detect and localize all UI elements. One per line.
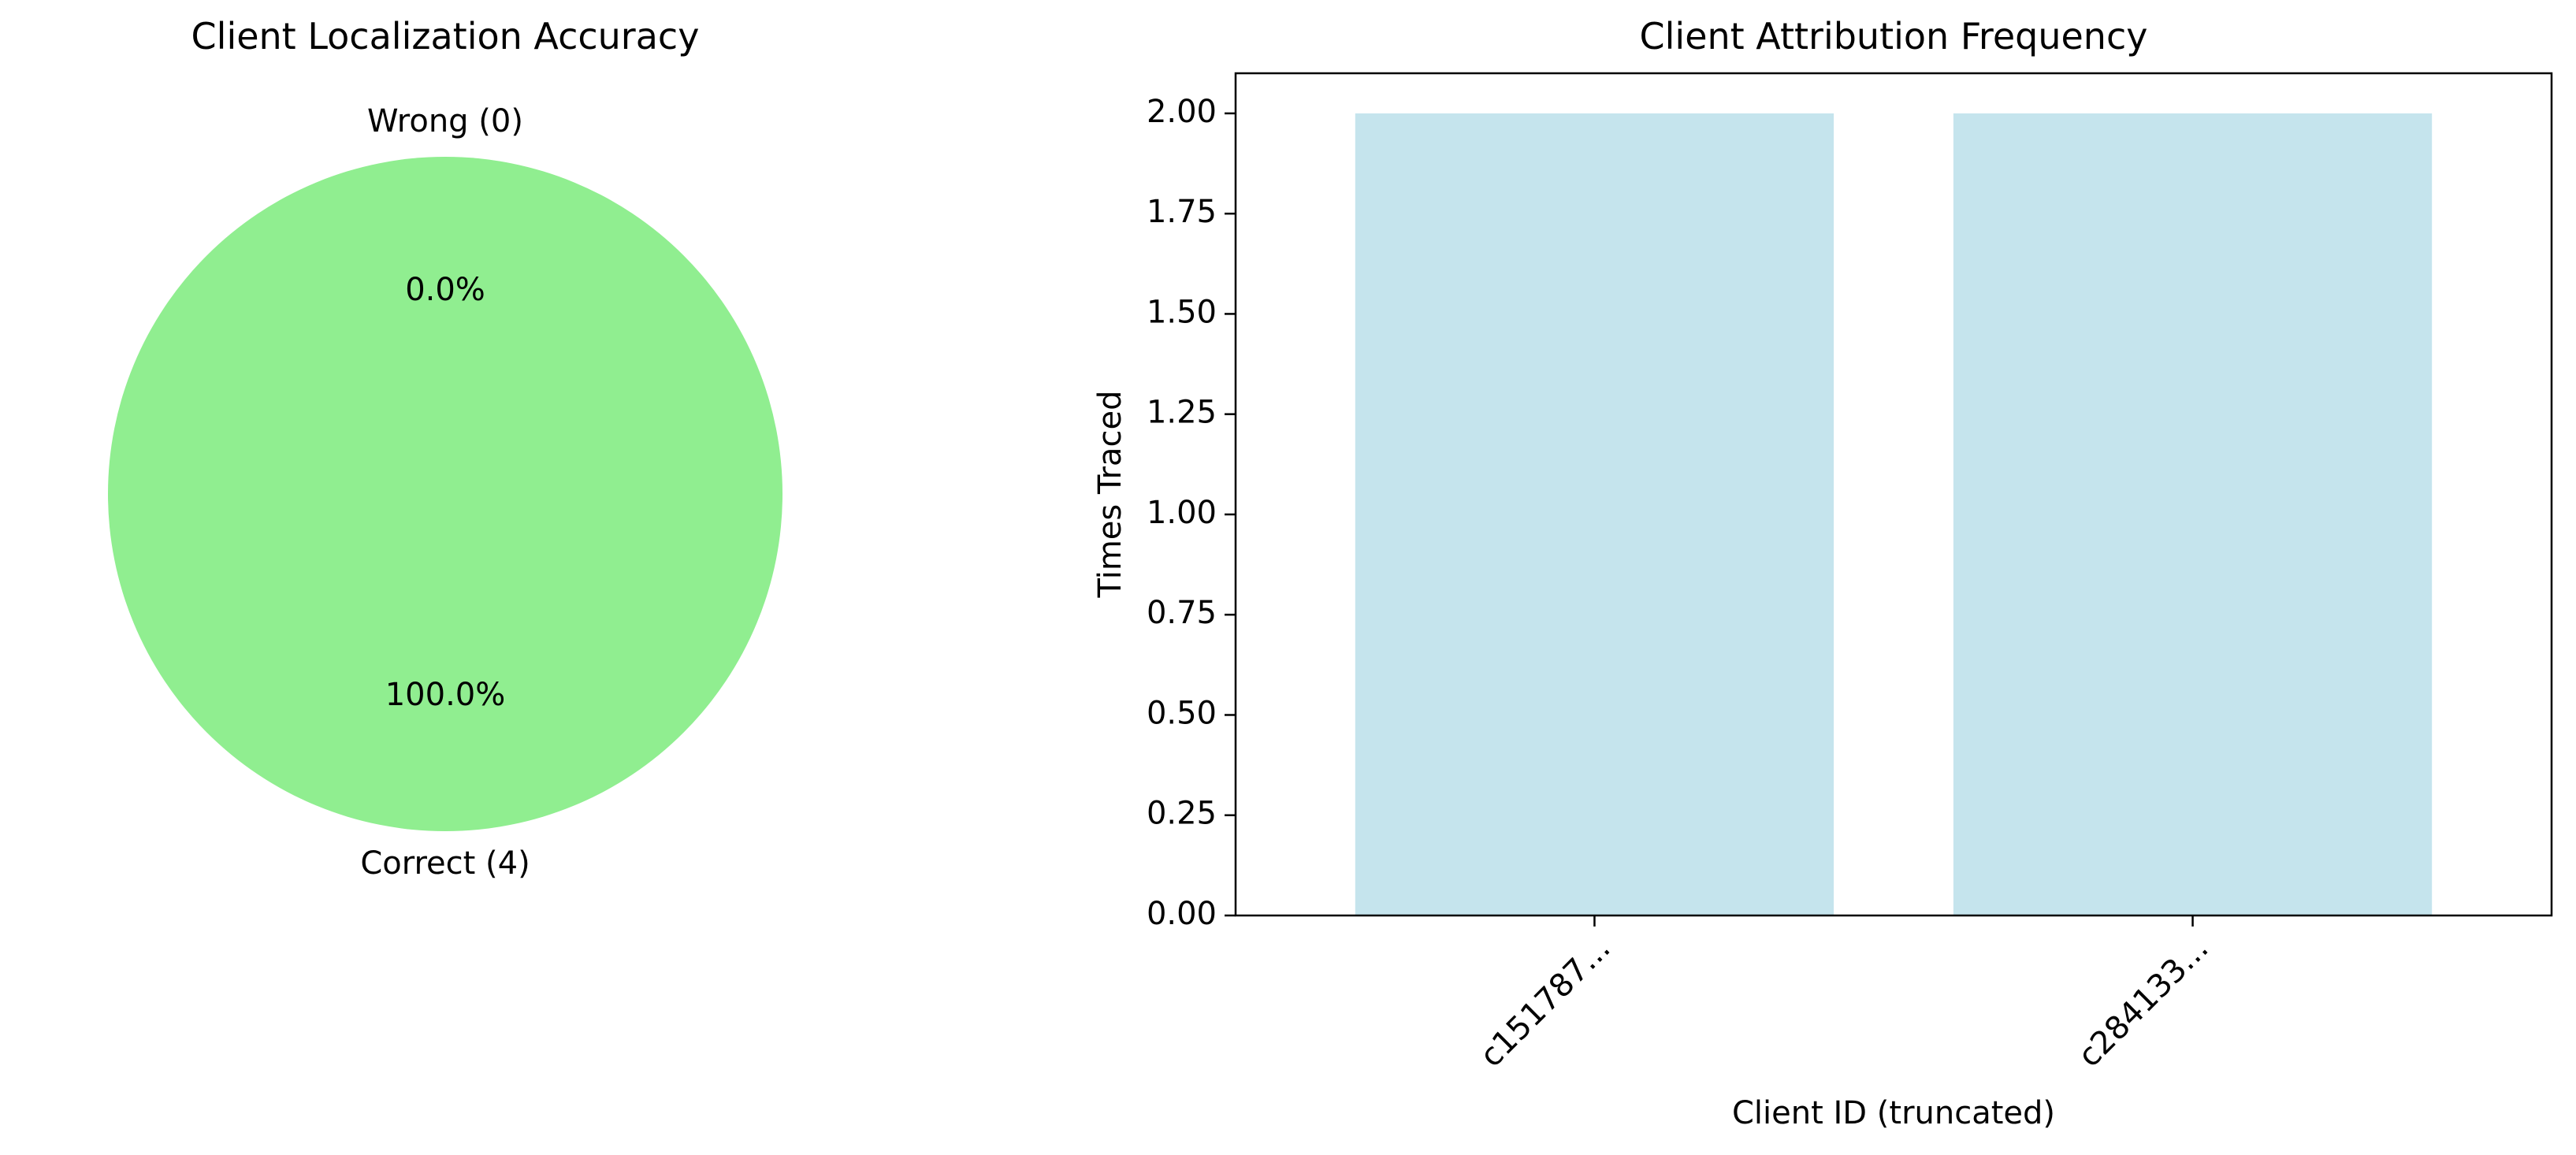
pie-slice xyxy=(108,157,782,831)
y-tick-label: 0.00 xyxy=(1147,896,1217,932)
bar-series xyxy=(1355,113,2433,915)
bar-chart: Client Attribution Frequency 0.00 0.25 0.5… xyxy=(1092,15,2553,1131)
y-tick-label: 1.50 xyxy=(1147,294,1217,330)
bar xyxy=(1355,113,1834,915)
pie-pct-label: 0.0% xyxy=(405,272,485,308)
y-tick-label: 0.75 xyxy=(1147,595,1217,631)
pie-pct-label: 100.0% xyxy=(385,677,506,713)
y-tick-label: 0.25 xyxy=(1147,796,1217,832)
x-axis-label: Client ID (truncated) xyxy=(1732,1095,2055,1131)
y-axis: 0.00 0.25 0.50 0.75 1.00 1.25 1.50 1.75 2.00 xyxy=(1147,94,1236,932)
y-tick-label: 1.00 xyxy=(1147,495,1217,531)
y-tick-label: 1.25 xyxy=(1147,395,1217,431)
plot-frame xyxy=(1234,72,2553,917)
pie-slices xyxy=(108,157,782,831)
x-axis: c151787... c284133... xyxy=(1473,915,2216,1075)
y-tick-label: 2.00 xyxy=(1147,94,1217,130)
y-axis-label: Times Traced xyxy=(1092,391,1128,599)
bar-chart-title: Client Attribution Frequency xyxy=(1640,15,2148,58)
y-tick-label: 0.50 xyxy=(1147,695,1217,731)
pie-chart-title: Client Localization Accuracy xyxy=(191,15,700,58)
x-tick-label: c151787... xyxy=(1473,930,1617,1075)
pie-labels: Correct (4) 100.0% Wrong (0) 0.0% xyxy=(360,103,530,882)
y-tick-label: 1.75 xyxy=(1147,194,1217,230)
pie-chart: Client Localization Accuracy Correct (4)… xyxy=(108,15,782,882)
pie-slice-label: Wrong (0) xyxy=(367,103,523,139)
bar xyxy=(1953,113,2433,915)
x-tick-label: c284133... xyxy=(2072,930,2216,1075)
pie-slice-label: Correct (4) xyxy=(360,845,530,882)
